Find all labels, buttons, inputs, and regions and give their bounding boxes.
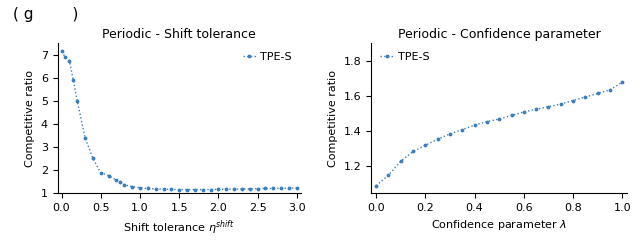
TPE-S <box>223 188 230 191</box>
TPE-S <box>113 179 120 182</box>
TPE-S <box>532 108 540 111</box>
TPE-S <box>168 188 175 191</box>
TPE-S <box>262 187 269 190</box>
TPE-S <box>372 184 380 187</box>
TPE-S <box>397 160 404 163</box>
TPE-S <box>508 114 515 117</box>
Title: Periodic - Confidence parameter: Periodic - Confidence parameter <box>398 28 600 41</box>
TPE-S <box>285 187 293 190</box>
Title: Periodic - Shift tolerance: Periodic - Shift tolerance <box>102 28 256 41</box>
TPE-S <box>269 187 277 190</box>
TPE-S <box>495 118 503 120</box>
TPE-S <box>159 188 167 191</box>
TPE-S <box>520 110 527 113</box>
X-axis label: Confidence parameter $\lambda$: Confidence parameter $\lambda$ <box>431 218 567 232</box>
TPE-S <box>483 120 491 123</box>
TPE-S <box>458 128 466 131</box>
TPE-S <box>446 133 454 135</box>
TPE-S <box>582 95 589 98</box>
TPE-S <box>434 138 442 141</box>
TPE-S <box>183 188 191 191</box>
TPE-S <box>557 103 564 106</box>
TPE-S <box>175 188 183 191</box>
TPE-S <box>70 79 77 82</box>
TPE-S <box>230 188 238 191</box>
TPE-S <box>191 188 199 191</box>
TPE-S <box>58 50 65 53</box>
TPE-S <box>606 88 614 91</box>
Line: TPE-S: TPE-S <box>59 49 300 192</box>
TPE-S <box>144 187 152 190</box>
TPE-S <box>246 187 253 190</box>
X-axis label: Shift tolerance $\eta^{shift}$: Shift tolerance $\eta^{shift}$ <box>124 218 235 237</box>
TPE-S <box>74 99 81 102</box>
Text: ( g        ): ( g ) <box>13 7 78 22</box>
TPE-S <box>594 92 602 95</box>
TPE-S <box>89 157 97 160</box>
TPE-S <box>422 144 429 147</box>
TPE-S <box>105 174 113 177</box>
TPE-S <box>409 150 417 153</box>
TPE-S <box>116 181 124 184</box>
TPE-S <box>61 56 69 59</box>
TPE-S <box>97 171 104 174</box>
TPE-S <box>385 174 392 177</box>
TPE-S <box>65 59 73 62</box>
Y-axis label: Competitive ratio: Competitive ratio <box>25 70 35 167</box>
TPE-S <box>214 188 222 191</box>
TPE-S <box>293 187 301 189</box>
TPE-S <box>569 99 577 102</box>
TPE-S <box>238 187 246 190</box>
TPE-S <box>254 187 262 190</box>
TPE-S <box>81 136 89 139</box>
TPE-S <box>152 187 159 190</box>
TPE-S <box>199 188 207 191</box>
Y-axis label: Competitive ratio: Competitive ratio <box>328 70 338 167</box>
Legend: TPE-S: TPE-S <box>377 49 433 66</box>
TPE-S <box>136 186 144 189</box>
TPE-S <box>545 105 552 108</box>
TPE-S <box>277 187 285 190</box>
TPE-S <box>471 124 479 127</box>
TPE-S <box>618 80 626 83</box>
Line: TPE-S: TPE-S <box>374 80 625 188</box>
TPE-S <box>207 188 214 191</box>
Legend: TPE-S: TPE-S <box>239 49 295 66</box>
TPE-S <box>120 183 128 186</box>
TPE-S <box>128 185 136 188</box>
